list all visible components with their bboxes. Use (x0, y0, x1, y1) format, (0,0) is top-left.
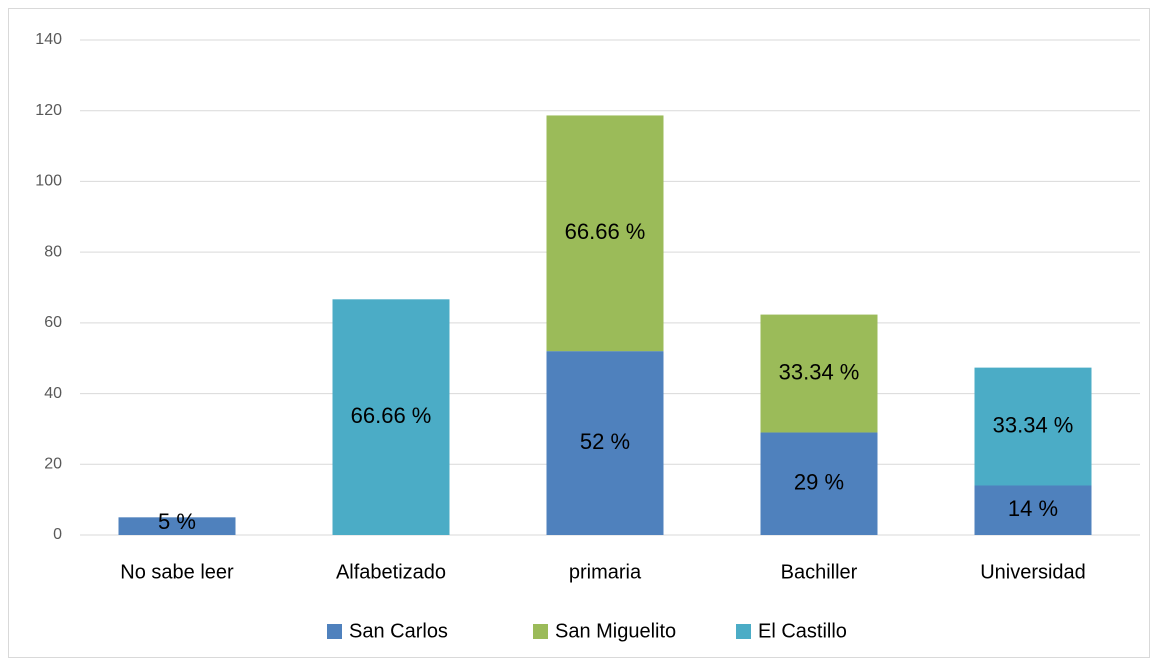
data-label: 29 % (794, 470, 844, 495)
x-tick-label: primaria (569, 561, 642, 583)
y-tick-label: 140 (35, 31, 62, 48)
data-label: 66.66 % (565, 219, 646, 244)
y-tick-label: 80 (44, 243, 62, 260)
data-label: 33.34 % (993, 412, 1074, 437)
data-label: 52 % (580, 429, 630, 454)
x-tick-label: Universidad (980, 561, 1086, 583)
bar-segment (760, 432, 878, 535)
y-tick-label: 0 (53, 526, 62, 543)
legend-label: El Castillo (758, 620, 847, 642)
legend-label: San Miguelito (555, 620, 676, 642)
bar-segment (118, 517, 236, 535)
y-tick-label: 120 (35, 102, 62, 119)
legend-swatch (533, 624, 548, 639)
bar-segment (546, 351, 664, 535)
data-label: 5 % (158, 509, 196, 534)
bar-segment (974, 367, 1092, 486)
x-tick-label: Bachiller (781, 561, 858, 583)
y-tick-label: 100 (35, 173, 62, 190)
data-label: 14 % (1008, 496, 1058, 521)
y-tick-label: 40 (44, 385, 62, 402)
x-tick-label: No sabe leer (120, 561, 234, 583)
data-label: 66.66 % (351, 403, 432, 428)
bar-segment (546, 115, 664, 352)
bar-segment (332, 299, 450, 535)
bar-segment (760, 314, 878, 433)
y-tick-label: 20 (44, 456, 62, 473)
bar-segment (974, 485, 1092, 535)
y-tick-label: 60 (44, 314, 62, 331)
legend-label: San Carlos (349, 620, 448, 642)
legend-swatch (736, 624, 751, 639)
legend-swatch (327, 624, 342, 639)
data-label: 33.34 % (779, 359, 860, 384)
x-tick-label: Alfabetizado (336, 561, 446, 583)
